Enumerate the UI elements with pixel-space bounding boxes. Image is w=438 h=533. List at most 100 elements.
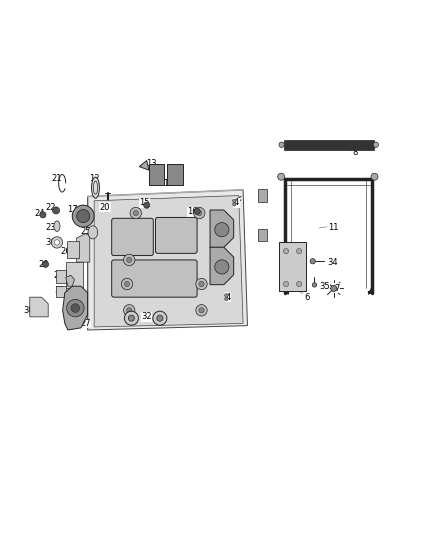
Polygon shape xyxy=(66,275,74,286)
Ellipse shape xyxy=(92,177,99,198)
Circle shape xyxy=(331,285,337,292)
Circle shape xyxy=(297,281,302,287)
Text: 1: 1 xyxy=(214,216,219,225)
Text: 3: 3 xyxy=(212,260,217,269)
FancyBboxPatch shape xyxy=(112,260,197,297)
Text: 15: 15 xyxy=(139,198,150,207)
Circle shape xyxy=(128,315,134,321)
Circle shape xyxy=(124,281,130,287)
Circle shape xyxy=(233,199,236,203)
Circle shape xyxy=(40,212,46,218)
Circle shape xyxy=(67,300,84,317)
Text: 4: 4 xyxy=(234,198,239,207)
Text: 27: 27 xyxy=(80,319,91,328)
Circle shape xyxy=(215,260,229,274)
Circle shape xyxy=(199,308,204,313)
Circle shape xyxy=(196,278,207,290)
Circle shape xyxy=(199,281,204,287)
Circle shape xyxy=(72,205,94,227)
Text: 14: 14 xyxy=(163,179,174,188)
Text: 5: 5 xyxy=(260,192,265,201)
Circle shape xyxy=(279,142,284,147)
Circle shape xyxy=(215,223,229,237)
Text: 4: 4 xyxy=(225,293,230,302)
Circle shape xyxy=(124,304,135,316)
Circle shape xyxy=(233,203,236,206)
Bar xyxy=(258,189,267,201)
Polygon shape xyxy=(139,160,149,170)
Bar xyxy=(56,270,66,283)
Circle shape xyxy=(278,173,285,180)
Circle shape xyxy=(297,248,302,254)
Bar xyxy=(66,262,83,288)
Text: 35: 35 xyxy=(319,282,329,290)
Text: 32: 32 xyxy=(141,312,152,321)
Circle shape xyxy=(71,304,80,312)
Bar xyxy=(167,165,183,185)
Circle shape xyxy=(157,315,163,321)
Circle shape xyxy=(225,297,228,301)
Bar xyxy=(284,140,374,150)
Text: 26: 26 xyxy=(60,247,71,256)
Text: 7: 7 xyxy=(335,284,340,293)
Text: 28: 28 xyxy=(54,271,64,280)
Polygon shape xyxy=(77,233,90,262)
Polygon shape xyxy=(63,286,88,330)
Text: 22: 22 xyxy=(45,203,56,212)
Text: 30: 30 xyxy=(23,306,34,315)
Text: 31: 31 xyxy=(54,286,64,295)
Polygon shape xyxy=(30,297,48,317)
Bar xyxy=(56,286,66,297)
Polygon shape xyxy=(88,190,247,330)
Text: 5: 5 xyxy=(260,233,265,243)
Circle shape xyxy=(124,254,135,265)
Bar xyxy=(149,165,164,185)
Ellipse shape xyxy=(54,221,60,231)
FancyBboxPatch shape xyxy=(112,219,153,255)
Bar xyxy=(67,241,79,258)
Text: 37: 37 xyxy=(63,306,73,315)
Polygon shape xyxy=(210,247,234,285)
Circle shape xyxy=(133,211,138,216)
Text: 24: 24 xyxy=(34,209,45,219)
Circle shape xyxy=(144,202,150,208)
Text: 16: 16 xyxy=(187,207,198,216)
Polygon shape xyxy=(210,210,234,247)
Text: 13: 13 xyxy=(146,159,156,168)
Circle shape xyxy=(373,142,378,147)
Text: 8: 8 xyxy=(352,148,357,157)
Circle shape xyxy=(283,248,289,254)
Circle shape xyxy=(153,311,167,325)
FancyBboxPatch shape xyxy=(155,217,197,253)
Circle shape xyxy=(283,281,289,287)
Text: 29: 29 xyxy=(39,260,49,269)
Text: 23: 23 xyxy=(45,223,56,231)
Text: 11: 11 xyxy=(328,223,338,231)
Circle shape xyxy=(194,207,205,219)
Circle shape xyxy=(127,308,132,313)
Circle shape xyxy=(310,259,315,264)
Text: 12: 12 xyxy=(89,174,99,183)
Circle shape xyxy=(197,211,202,216)
Bar xyxy=(258,229,267,241)
Circle shape xyxy=(42,261,49,268)
Text: 34: 34 xyxy=(328,257,338,266)
Circle shape xyxy=(194,208,200,214)
Circle shape xyxy=(77,209,90,223)
Circle shape xyxy=(130,207,141,219)
Text: 20: 20 xyxy=(100,203,110,212)
Circle shape xyxy=(225,294,228,297)
Text: 36: 36 xyxy=(45,238,56,247)
Circle shape xyxy=(54,240,60,245)
Circle shape xyxy=(196,304,207,316)
Text: 17: 17 xyxy=(67,205,78,214)
Circle shape xyxy=(371,173,378,180)
Text: 25: 25 xyxy=(80,227,91,236)
Circle shape xyxy=(312,282,317,287)
Circle shape xyxy=(127,257,132,263)
Ellipse shape xyxy=(88,226,98,239)
Text: 21: 21 xyxy=(52,174,62,183)
Bar xyxy=(279,243,306,290)
Polygon shape xyxy=(94,196,243,327)
Circle shape xyxy=(124,311,138,325)
